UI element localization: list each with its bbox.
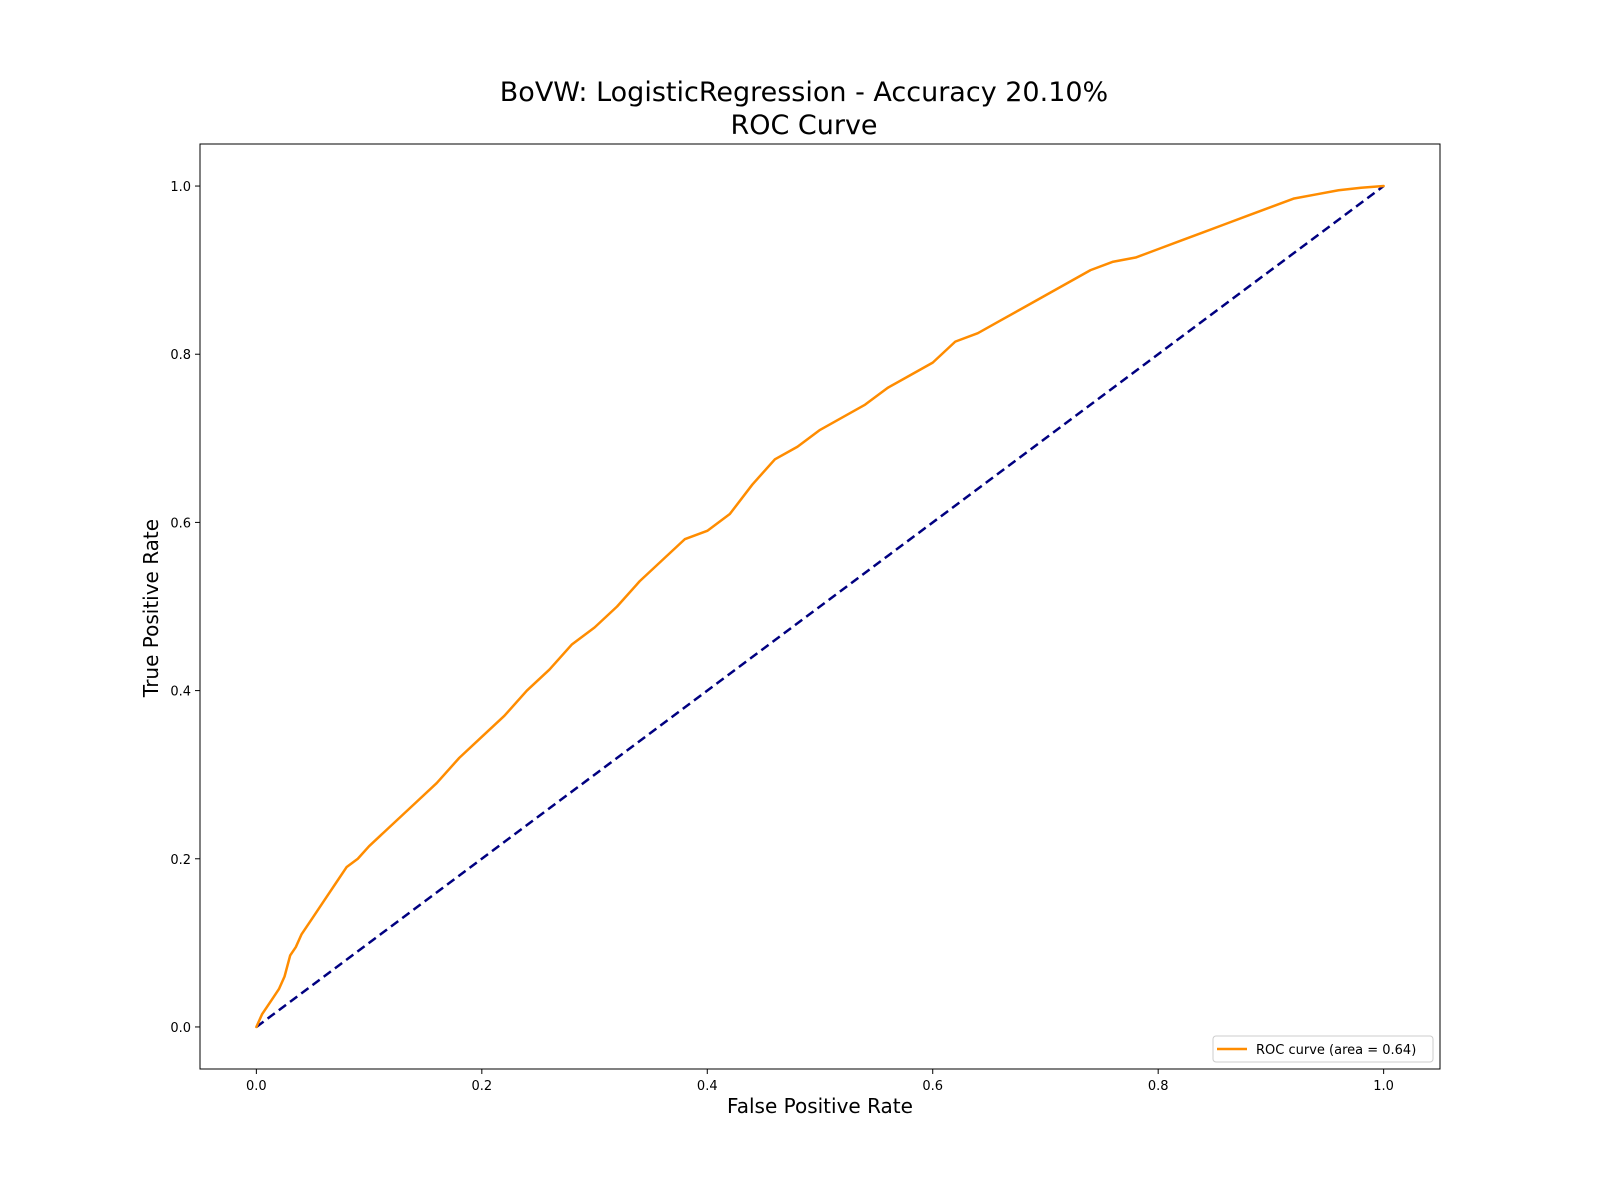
x-axis-ticks: 0.0 0.2 0.4 0.6 0.8 1.0 (246, 1069, 1394, 1094)
x-tick-label: 0.4 (697, 1079, 718, 1094)
y-tick-label: 0.2 (170, 853, 191, 868)
y-tick-label: 0.4 (170, 685, 191, 700)
x-tick-label: 1.0 (1373, 1079, 1394, 1094)
y-tick-label: 0.8 (170, 348, 191, 363)
y-tick-label: 1.0 (170, 180, 191, 195)
y-tick-label: 0.0 (170, 1021, 191, 1036)
chart-title: BoVW: LogisticRegression - Accuracy 20.1… (500, 77, 1108, 108)
legend-box (1212, 1035, 1434, 1063)
y-tick-label: 0.6 (170, 516, 191, 531)
y-axis-label: True Positive Rate (139, 519, 163, 698)
x-tick-label: 0.6 (922, 1079, 943, 1094)
roc-curve-line (255, 184, 1385, 1029)
plot-content (255, 184, 1385, 1029)
x-tick-label: 0.2 (471, 1079, 492, 1094)
x-axis-label: False Positive Rate (727, 1094, 913, 1118)
x-tick-label: 0.0 (246, 1079, 267, 1094)
y-axis-ticks: 0.0 0.2 0.4 0.6 0.8 1.0 (170, 180, 200, 1036)
legend: ROC curve (area = 0.64) (1212, 1035, 1434, 1063)
chart-subtitle: ROC Curve (730, 110, 877, 141)
chance-diagonal-line (255, 185, 1385, 1028)
legend-label-roc: ROC curve (area = 0.64) (1256, 1043, 1416, 1058)
x-tick-label: 0.8 (1148, 1079, 1169, 1094)
plot-frame (199, 143, 1441, 1070)
